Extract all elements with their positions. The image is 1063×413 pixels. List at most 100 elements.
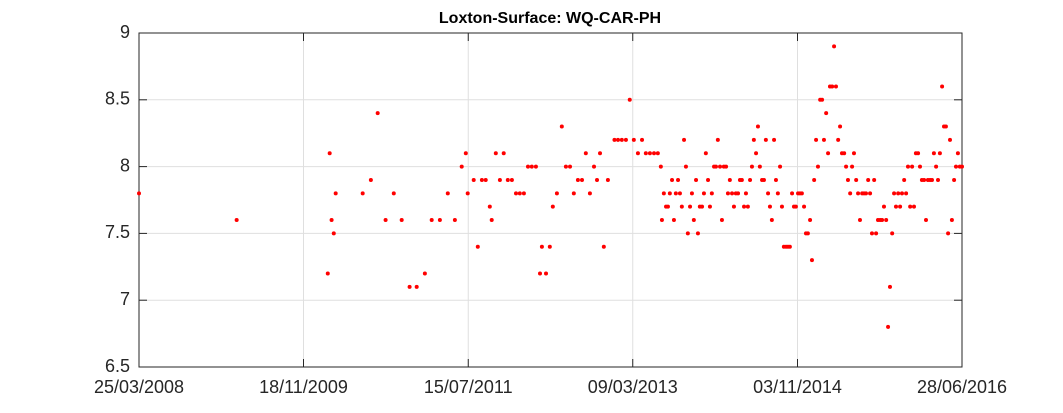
data-point	[471, 177, 476, 182]
data-point	[665, 204, 670, 209]
data-point	[739, 177, 744, 182]
data-point	[868, 191, 873, 196]
data-point	[953, 164, 958, 169]
data-point	[851, 151, 856, 156]
data-point	[793, 204, 798, 209]
data-point	[832, 44, 837, 49]
data-point	[445, 191, 450, 196]
data-point	[533, 164, 538, 169]
data-point	[563, 164, 568, 169]
data-point	[493, 151, 498, 156]
data-point	[929, 177, 934, 182]
data-point	[715, 137, 720, 142]
data-point	[703, 151, 708, 156]
data-point	[676, 177, 681, 182]
y-tick-label: 7.5	[105, 222, 130, 242]
data-point	[571, 191, 576, 196]
data-point	[856, 191, 861, 196]
data-point	[640, 137, 645, 142]
data-point	[463, 151, 468, 156]
data-point	[647, 151, 652, 156]
data-point	[833, 84, 838, 89]
data-point	[595, 177, 600, 182]
data-point	[748, 177, 753, 182]
data-point	[360, 191, 365, 196]
data-point	[587, 191, 592, 196]
data-point	[946, 231, 951, 236]
data-point	[547, 244, 552, 249]
data-point	[407, 284, 412, 289]
data-point	[809, 258, 814, 263]
data-point	[779, 204, 784, 209]
data-point	[743, 191, 748, 196]
data-point	[635, 151, 640, 156]
data-point	[683, 164, 688, 169]
data-point	[521, 191, 526, 196]
x-tick-label: 28/06/2016	[917, 377, 1007, 397]
data-point	[391, 191, 396, 196]
data-point	[452, 218, 457, 223]
data-point	[631, 137, 636, 142]
data-point	[943, 124, 948, 129]
data-point	[866, 177, 871, 182]
data-point	[757, 164, 762, 169]
data-point	[543, 271, 548, 276]
data-point	[592, 164, 597, 169]
chart-title: Loxton-Surface: WQ-CAR-PH	[439, 10, 661, 27]
x-tick-label: 15/07/2011	[424, 377, 513, 397]
data-point	[655, 151, 660, 156]
data-point	[775, 191, 780, 196]
data-point	[874, 231, 879, 236]
data-point	[331, 231, 336, 236]
data-point	[769, 218, 774, 223]
data-point	[940, 84, 945, 89]
data-point	[679, 204, 684, 209]
data-point	[767, 204, 772, 209]
data-point	[731, 204, 736, 209]
data-point	[848, 191, 853, 196]
data-point	[778, 164, 783, 169]
data-point	[931, 151, 936, 156]
data-point	[773, 177, 778, 182]
data-point	[905, 164, 910, 169]
data-point	[612, 137, 617, 142]
data-point	[667, 191, 672, 196]
data-point	[955, 151, 960, 156]
data-point	[820, 97, 825, 102]
data-point	[838, 124, 843, 129]
data-point	[863, 191, 868, 196]
data-point	[659, 218, 664, 223]
data-point	[884, 218, 889, 223]
y-tick-label: 7	[120, 289, 130, 309]
data-point	[580, 177, 585, 182]
data-point	[497, 177, 502, 182]
y-tick-label: 6.5	[105, 356, 130, 376]
data-point	[887, 284, 892, 289]
data-point	[725, 191, 730, 196]
data-point	[509, 177, 514, 182]
data-point	[824, 111, 829, 116]
data-point	[465, 191, 470, 196]
data-point	[658, 164, 663, 169]
data-point	[799, 191, 804, 196]
data-point	[949, 218, 954, 223]
data-point	[881, 204, 886, 209]
data-point	[616, 137, 621, 142]
data-point	[327, 151, 332, 156]
data-point	[583, 151, 588, 156]
data-point	[429, 218, 434, 223]
data-point	[706, 177, 711, 182]
data-point	[513, 191, 518, 196]
data-point	[772, 137, 777, 142]
data-point	[842, 151, 847, 156]
y-tick-label: 9	[120, 22, 130, 42]
data-point	[671, 218, 676, 223]
data-point	[937, 151, 942, 156]
data-point	[802, 204, 807, 209]
data-point	[724, 164, 729, 169]
data-point	[479, 177, 484, 182]
data-point	[857, 218, 862, 223]
y-tick-label: 8.5	[105, 89, 130, 109]
data-point	[893, 204, 898, 209]
data-point	[754, 151, 759, 156]
